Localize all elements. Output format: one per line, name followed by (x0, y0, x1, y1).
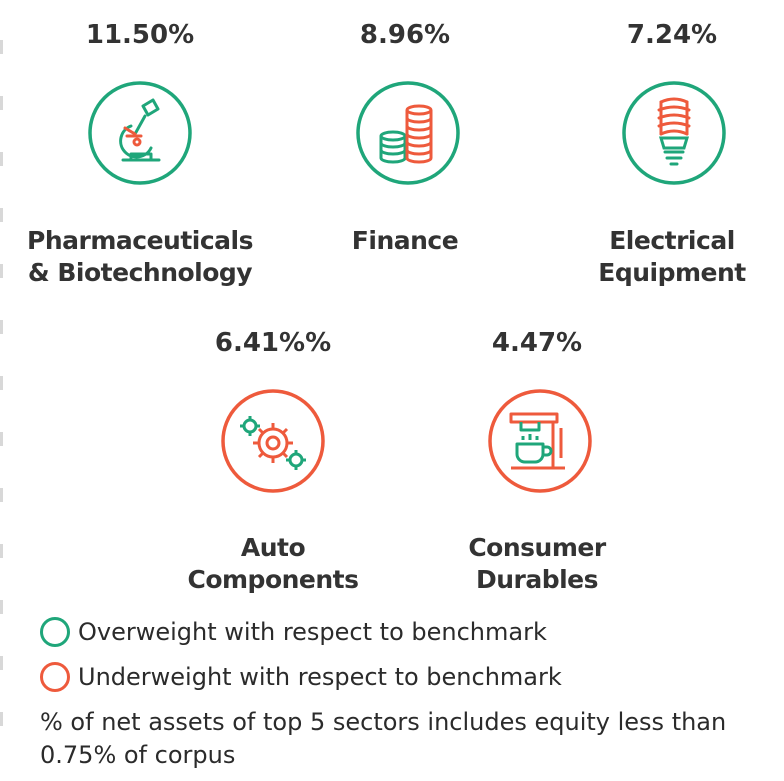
coins-icon (355, 80, 461, 191)
left-edge-dashes (0, 0, 6, 781)
legend-overweight-text: Overweight with respect to benchmark (78, 618, 547, 646)
lightbulb-icon (621, 80, 727, 191)
microscope-icon (87, 80, 193, 191)
legend-overweight: Overweight with respect to benchmark (40, 617, 547, 647)
footnote: % of net assets of top 5 sectors include… (40, 708, 727, 769)
sector-percent: 8.96% (359, 20, 451, 50)
legend-underweight-text: Underweight with respect to benchmark (78, 663, 562, 691)
gears-icon (220, 388, 326, 499)
sector-label: Finance (351, 226, 459, 255)
sector-label: Consumer Durables (468, 533, 606, 594)
sector-percent: 4.47% (491, 328, 583, 358)
coffee-machine-icon (487, 388, 593, 499)
orange-circle-icon (40, 662, 70, 692)
legend-underweight: Underweight with respect to benchmark (40, 662, 562, 692)
green-circle-icon (40, 617, 70, 647)
sector-percent: 6.41%% (214, 328, 332, 358)
sector-label: Pharmaceuticals & Biotechnology (27, 226, 253, 287)
sector-label: Electrical Equipment (598, 226, 746, 287)
sector-label: Auto Components (187, 533, 359, 594)
sector-percent: 11.50% (85, 20, 195, 50)
sector-percent: 7.24% (626, 20, 718, 50)
